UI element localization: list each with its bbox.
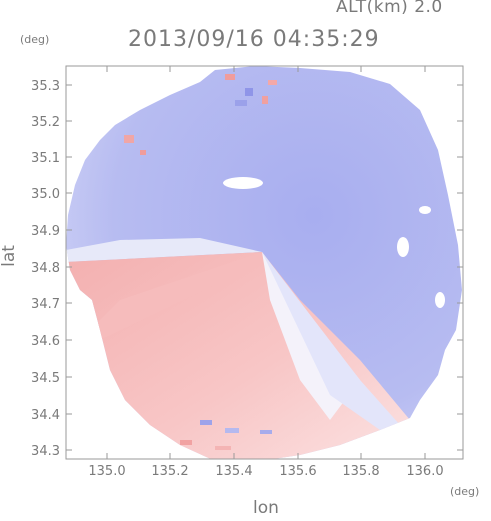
timestamp-title: 2013/09/16 04:35:29 — [128, 27, 380, 52]
y-tick-label: 34.3 — [31, 444, 60, 459]
y-tick-label: 35.3 — [31, 79, 60, 94]
plot-frame — [65, 65, 464, 460]
y-tick-label: 34.5 — [31, 371, 60, 386]
x-unit-label: (deg) — [450, 485, 480, 498]
neutral-band-southeast — [262, 252, 400, 430]
x-tick-label: 135.2 — [151, 464, 188, 479]
x-axis-label: lon — [253, 498, 279, 518]
y-tick-label: 35.2 — [31, 115, 60, 130]
neutral-band-west — [66, 238, 262, 262]
receding-sector-edge — [90, 252, 262, 340]
y-tick-label: 34.8 — [31, 261, 60, 276]
echo-layer — [66, 66, 462, 459]
y-tick-label: 35.0 — [31, 187, 60, 202]
x-tick-label: 135.4 — [215, 464, 252, 479]
x-tick-label: 135.0 — [88, 464, 125, 479]
x-tick-label: 135.6 — [279, 464, 316, 479]
x-tick-label: 136.0 — [406, 464, 443, 479]
y-tick-label: 34.6 — [31, 334, 60, 349]
x-tick-label: 135.8 — [342, 464, 379, 479]
y-tick-label: 35.1 — [31, 151, 60, 166]
y-tick-label: 34.9 — [31, 224, 60, 239]
y-tick-label: 34.4 — [31, 408, 60, 423]
clutter-speckles — [124, 74, 277, 450]
y-axis-ticks: 35.3 35.2 35.1 35.0 34.9 34.8 34.7 34.6 34.5 34.4… — [31, 79, 463, 459]
no-echo-gaps — [223, 177, 445, 308]
x-axis-ticks: 135.0 135.2 135.4 135.6 135.8 136.0 — [88, 66, 444, 479]
y-tick-label: 34.7 — [31, 297, 60, 312]
y-unit-label: (deg) — [20, 33, 50, 46]
altitude-label: ALT(km) 2.0 — [336, 0, 443, 17]
